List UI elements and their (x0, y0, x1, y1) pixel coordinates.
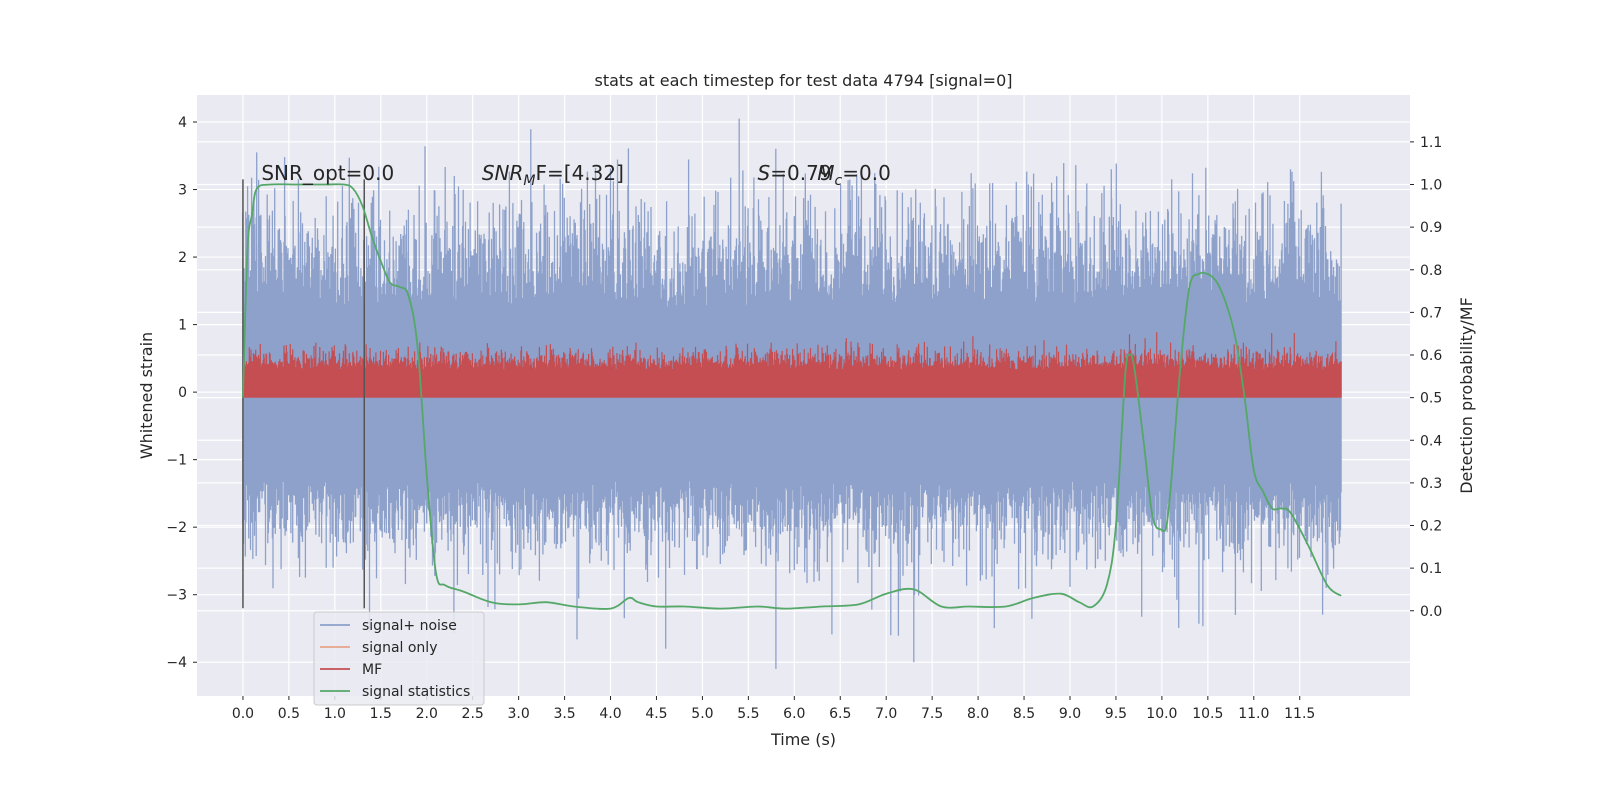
legend-label: signal+ noise (362, 618, 457, 634)
x-tick-label: 5.0 (691, 706, 713, 722)
x-tick-label: 5.5 (737, 706, 759, 722)
annotation: S=0.79 (758, 161, 832, 185)
series-signal-statistics (242, 183, 1342, 610)
x-tick-label: 3.5 (553, 706, 575, 722)
x-tick-label: 1.5 (370, 706, 392, 722)
y-tick-label-left: 1 (178, 318, 187, 334)
x-tick-label: 9.0 (1059, 706, 1081, 722)
annotation: SNR_opt=0.0 (261, 161, 394, 185)
x-tick-label: 10.0 (1146, 706, 1177, 722)
y-tick-label-left: −1 (166, 453, 187, 469)
y-tick-label-left: −4 (166, 655, 187, 671)
x-tick-label: 10.5 (1192, 706, 1223, 722)
y-tick-label-right: 0.2 (1420, 519, 1442, 535)
y-tick-label-left: 3 (178, 183, 187, 199)
x-tick-label: 2.0 (416, 706, 438, 722)
y-tick-label-right: 0.5 (1420, 391, 1442, 407)
series-layer (242, 118, 1342, 669)
x-tick-label: 1.0 (324, 706, 346, 722)
x-tick-label: 7.0 (875, 706, 897, 722)
x-tick-label: 4.0 (599, 706, 621, 722)
x-tick-label: 7.5 (921, 706, 943, 722)
series-mf-band (242, 369, 1342, 398)
y-tick-label-right: 0.9 (1420, 220, 1442, 236)
legend-label: signal statistics (362, 684, 470, 700)
y-tick-label-right: 0.7 (1420, 305, 1442, 321)
y-tick-label-right: 1.1 (1420, 135, 1442, 151)
y-tick-label-right: 0.0 (1420, 604, 1442, 620)
y-tick-label-left: 4 (178, 115, 187, 131)
y-tick-label-right: 1.0 (1420, 178, 1442, 194)
y-tick-label-left: −2 (166, 520, 187, 536)
x-tick-label: 3.0 (507, 706, 529, 722)
x-tick-label: 9.5 (1105, 706, 1127, 722)
legend-label: MF (362, 662, 382, 678)
y-axis-label-left: Whitened strain (137, 332, 156, 459)
x-tick-label: 4.5 (645, 706, 667, 722)
y-ticks-left: −4 −3 −2 −1 0 1 2 3 4 (166, 115, 197, 671)
x-tick-label: 0.0 (232, 706, 254, 722)
chart-title: stats at each timestep for test data 479… (594, 71, 1012, 90)
x-tick-label: 0.5 (278, 706, 300, 722)
x-tick-label: 11.5 (1284, 706, 1315, 722)
x-ticks: 0.0 0.5 1.0 1.5 2.0 2.5 3.0 3.5 4.0 4.5 5.0 5.5 6.0 6… (232, 696, 1315, 722)
x-tick-label: 6.5 (829, 706, 851, 722)
y-tick-label-left: 2 (178, 250, 187, 266)
y-ticks-right: 0.0 0.1 0.2 0.3 0.4 0.5 0.6 0.7 0.8 0.9 1.0 1.1 (1410, 135, 1442, 620)
y-tick-label-right: 0.3 (1420, 476, 1442, 492)
y-tick-label-right: 0.1 (1420, 561, 1442, 577)
x-tick-label: 11.0 (1238, 706, 1269, 722)
x-tick-label: 8.5 (1013, 706, 1035, 722)
legend-label: signal only (362, 640, 437, 656)
y-axis-label-right: Detection probability/MF (1457, 297, 1476, 494)
x-tick-label: 2.5 (462, 706, 484, 722)
legend-box (313, 611, 485, 706)
x-tick-label: 6.0 (783, 706, 805, 722)
legend: signal+ noise signal only MF signal statist… (313, 611, 485, 706)
y-tick-label-left: 0 (178, 385, 187, 401)
y-tick-label-right: 0.8 (1420, 263, 1442, 279)
y-tick-label-right: 0.6 (1420, 348, 1442, 364)
annotation: Mc=0.0 (817, 161, 891, 189)
y-tick-label-right: 0.4 (1420, 433, 1442, 449)
x-tick-label: 8.0 (967, 706, 989, 722)
x-axis-label: Time (s) (770, 730, 836, 749)
annotation: SNRMF=[4.32] (482, 161, 624, 189)
y-tick-label-left: −3 (166, 588, 187, 604)
